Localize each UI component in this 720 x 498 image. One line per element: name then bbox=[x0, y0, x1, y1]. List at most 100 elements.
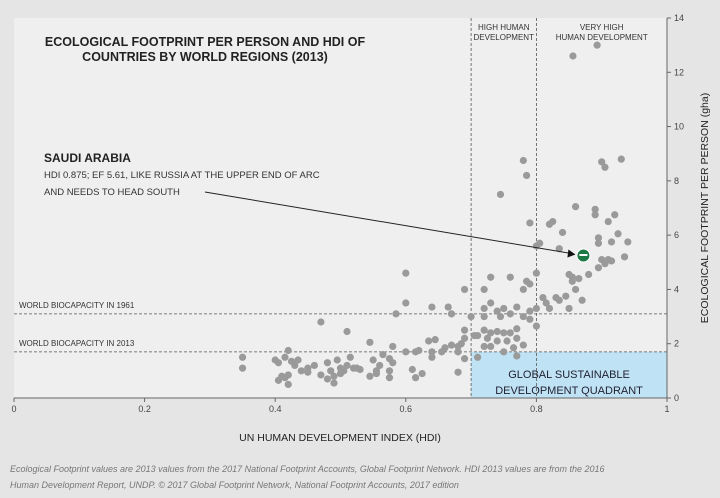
data-point bbox=[604, 217, 612, 226]
data-point bbox=[327, 367, 335, 375]
data-point bbox=[526, 219, 534, 227]
data-point bbox=[376, 361, 384, 370]
data-point bbox=[330, 379, 338, 387]
data-point bbox=[500, 348, 508, 356]
data-point bbox=[536, 239, 544, 247]
data-point bbox=[519, 156, 527, 165]
data-point bbox=[601, 163, 609, 171]
data-point bbox=[513, 352, 521, 360]
data-point bbox=[558, 228, 567, 237]
data-point bbox=[487, 329, 495, 337]
data-point bbox=[539, 293, 547, 302]
data-point bbox=[594, 264, 603, 272]
sustainable-quadrant bbox=[471, 351, 667, 398]
data-point bbox=[428, 353, 436, 361]
data-point bbox=[392, 310, 400, 318]
data-point bbox=[402, 269, 410, 277]
data-point bbox=[532, 269, 541, 277]
data-point bbox=[513, 334, 521, 342]
data-point bbox=[402, 348, 410, 356]
data-point bbox=[317, 318, 325, 326]
data-point bbox=[591, 211, 599, 219]
data-point bbox=[496, 190, 505, 199]
saudi-flag-icon bbox=[579, 254, 588, 256]
data-point bbox=[460, 285, 469, 294]
data-point bbox=[506, 273, 514, 281]
data-point bbox=[284, 346, 292, 355]
region-label: HIGH HUMAN bbox=[478, 23, 530, 32]
data-point bbox=[366, 372, 374, 380]
region-label: HUMAN DEVELOPMENT bbox=[556, 33, 648, 42]
data-point bbox=[594, 239, 603, 247]
reference-line-label: WORLD BIOCAPACITY IN 1961 bbox=[19, 301, 135, 310]
data-point bbox=[500, 329, 508, 337]
data-point bbox=[408, 365, 416, 374]
data-point bbox=[503, 337, 511, 345]
data-point bbox=[281, 374, 289, 382]
data-point bbox=[620, 253, 629, 261]
data-point bbox=[493, 307, 501, 315]
data-point bbox=[238, 364, 247, 372]
data-point bbox=[304, 364, 312, 372]
data-point bbox=[431, 336, 439, 344]
data-point bbox=[447, 310, 456, 318]
data-point bbox=[493, 327, 501, 336]
data-point bbox=[532, 304, 541, 313]
data-point bbox=[542, 299, 550, 307]
data-point bbox=[454, 368, 462, 376]
data-point bbox=[568, 277, 576, 285]
data-point bbox=[480, 285, 488, 294]
data-point bbox=[487, 273, 495, 281]
arrowhead-icon bbox=[567, 249, 576, 258]
data-point bbox=[480, 312, 488, 321]
data-point bbox=[571, 203, 580, 211]
data-point bbox=[483, 334, 492, 342]
data-point bbox=[526, 307, 534, 315]
data-point bbox=[281, 353, 289, 361]
data-point bbox=[336, 369, 345, 378]
data-point bbox=[447, 341, 456, 349]
data-point bbox=[578, 296, 586, 304]
footnote-line-2: Human Development Report, UNDP. © 2017 G… bbox=[10, 480, 459, 490]
region-label: DEVELOPMENT bbox=[474, 33, 535, 42]
chart-title-line-2: COUNTRIES BY WORLD REGIONS (2013) bbox=[82, 50, 328, 64]
data-point bbox=[411, 348, 420, 356]
data-point bbox=[454, 348, 462, 356]
data-point bbox=[506, 329, 514, 337]
highlight-text-line-2: AND NEEDS TO HEAD SOUTH bbox=[44, 187, 180, 198]
data-point bbox=[506, 310, 514, 318]
data-point bbox=[294, 356, 302, 364]
data-point bbox=[545, 304, 554, 313]
data-point bbox=[565, 304, 573, 313]
data-point bbox=[444, 303, 452, 311]
highlight-title: SAUDI ARABIA bbox=[44, 151, 131, 165]
data-point bbox=[500, 304, 508, 313]
data-point bbox=[330, 372, 338, 380]
x-axis-label: UN HUMAN DEVELOPMENT INDEX (HDI) bbox=[239, 432, 441, 444]
data-point bbox=[310, 361, 318, 370]
data-point bbox=[372, 369, 381, 378]
data-point bbox=[317, 371, 325, 379]
data-point bbox=[402, 299, 410, 307]
chart-title-line-1: ECOLOGICAL FOOTPRINT PER PERSON AND HDI … bbox=[45, 35, 366, 49]
data-point bbox=[519, 285, 527, 294]
data-point bbox=[555, 245, 563, 253]
data-point bbox=[545, 220, 554, 228]
data-point bbox=[532, 322, 541, 330]
data-point bbox=[454, 342, 462, 351]
plot-area bbox=[14, 18, 667, 398]
y-tick-label: 2 bbox=[674, 339, 679, 349]
data-point bbox=[519, 341, 527, 349]
data-point bbox=[493, 337, 501, 345]
data-point bbox=[607, 257, 616, 265]
data-point bbox=[593, 41, 601, 49]
quadrant-label-line-2: DEVELOPMENT QUADRANT bbox=[495, 385, 643, 397]
data-point bbox=[565, 270, 573, 279]
y-tick-label: 12 bbox=[674, 67, 684, 77]
data-point bbox=[614, 230, 622, 238]
data-point bbox=[591, 205, 599, 213]
data-point bbox=[385, 374, 394, 382]
data-point bbox=[385, 367, 394, 375]
data-point bbox=[523, 171, 531, 180]
data-point bbox=[624, 238, 632, 246]
